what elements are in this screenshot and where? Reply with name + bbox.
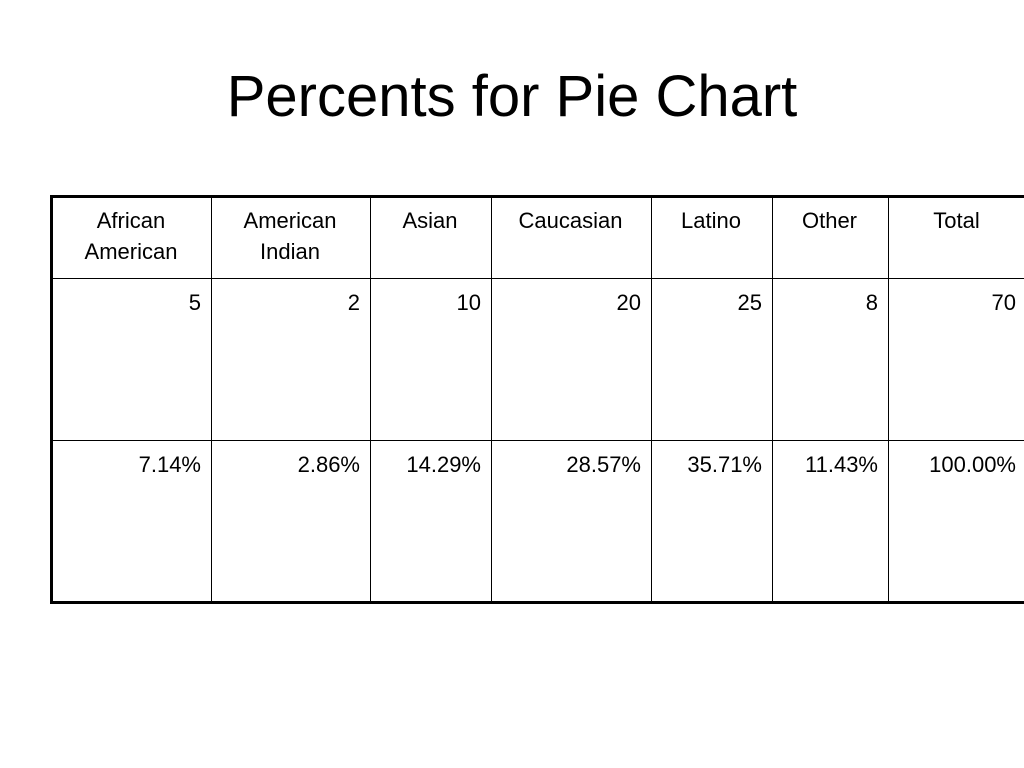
page-title: Percents for Pie Chart — [226, 64, 798, 129]
table-cell: 2.86% — [211, 440, 371, 603]
table-cell: 14.29% — [370, 440, 492, 603]
table-cell: 70 — [888, 278, 1024, 441]
table-cell: 28.57% — [491, 440, 652, 603]
header-cell-american-indian: American Indian — [211, 196, 371, 279]
table-cell: 35.71% — [651, 440, 773, 603]
header-cell-african-american: African American — [51, 196, 212, 279]
table-cell: 11.43% — [772, 440, 889, 603]
table-cell: 2 — [211, 278, 371, 441]
table-cell: 10 — [370, 278, 492, 441]
table-cell: 5 — [51, 278, 212, 441]
data-table: African American American Indian Asian C… — [50, 195, 1024, 604]
table-cell: 20 — [491, 278, 652, 441]
table-row-counts: 5 2 10 20 25 8 70 — [51, 278, 1024, 441]
table-cell: 7.14% — [51, 440, 212, 603]
header-cell-total: Total — [888, 196, 1024, 279]
header-cell-latino: Latino — [651, 196, 773, 279]
table-header-row: African American American Indian Asian C… — [51, 196, 1024, 279]
header-cell-caucasian: Caucasian — [491, 196, 652, 279]
table-cell: 100.00% — [888, 440, 1024, 603]
header-cell-asian: Asian — [370, 196, 492, 279]
header-cell-other: Other — [772, 196, 889, 279]
table-row-percents: 7.14% 2.86% 14.29% 28.57% 35.71% 11.43% … — [51, 440, 1024, 603]
table-cell: 25 — [651, 278, 773, 441]
table-cell: 8 — [772, 278, 889, 441]
